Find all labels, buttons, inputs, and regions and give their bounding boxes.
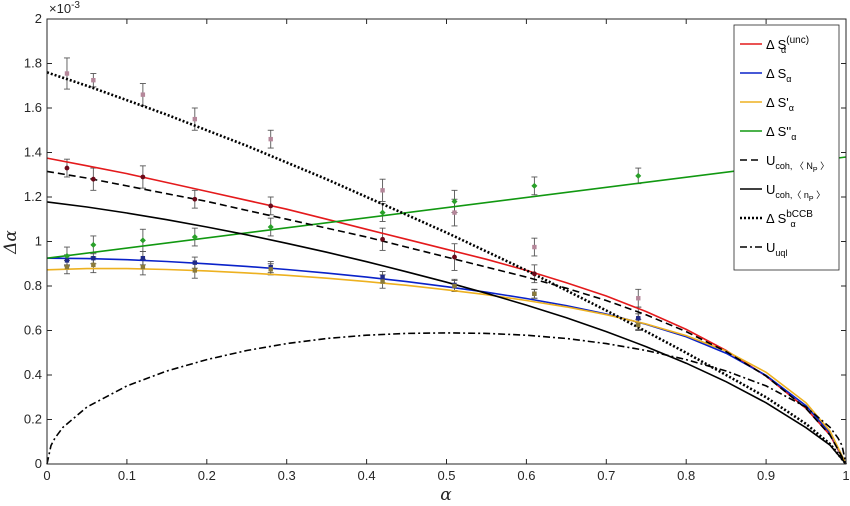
legend-label-3: Δ S''α: [766, 124, 796, 142]
data-point: [140, 255, 146, 261]
y-tick-label: 0.6: [24, 323, 42, 338]
legend-label-1: Δ Sα: [766, 66, 791, 84]
y-tick-label: 0: [35, 456, 42, 471]
data-point: [452, 210, 457, 215]
y-tick-label: 1.6: [24, 100, 42, 115]
data-point: [531, 271, 537, 277]
data-point: [191, 234, 198, 241]
x-tick-label: 0.4: [358, 468, 376, 483]
data-point: [636, 322, 641, 328]
data-point: [90, 241, 97, 248]
y-tick-label: 1.8: [24, 56, 42, 71]
data-point: [379, 209, 386, 216]
data-point: [64, 165, 70, 171]
data-point: [64, 264, 70, 270]
data-point: [268, 203, 274, 209]
data-point: [267, 224, 274, 231]
data-point: [380, 274, 385, 280]
legend-box: [733, 24, 840, 271]
series-line-5: [46, 201, 847, 465]
data-point: [532, 291, 537, 296]
data-point: [140, 174, 146, 180]
data-point: [636, 296, 641, 301]
x-axis-label: α: [440, 485, 452, 505]
x-tick-label: 0.1: [118, 468, 136, 483]
series-line-0: [46, 157, 847, 465]
y-tick-label: 0.2: [24, 412, 42, 427]
data-point: [91, 262, 96, 268]
series-line-7: [46, 332, 847, 465]
plot-frame: [46, 18, 847, 465]
y-tick-label: 0.4: [24, 367, 42, 382]
x-tick-label: 0.2: [198, 468, 216, 483]
data-point: [140, 92, 146, 97]
legend-label-7: Uuql: [766, 240, 787, 258]
x-tick-label: 0.6: [517, 468, 535, 483]
legend-label-5: Ucoh,〈 nP 〉: [766, 182, 825, 203]
data-point: [63, 252, 70, 259]
legend: Δ S(unc) α Δ Sα Δ S'α Δ S''α Ucoh, 〈 NP 〉 Ucoh…: [733, 24, 840, 271]
data-point: [140, 264, 146, 270]
data-point: [139, 237, 146, 244]
data-point: [452, 254, 457, 260]
data-point: [91, 255, 96, 261]
data-point: [90, 176, 96, 182]
data-point: [268, 267, 273, 272]
data-point: [192, 268, 198, 273]
data-point: [268, 264, 273, 270]
data-markers: [63, 71, 642, 328]
y-axis-ticks: 0 0.2 0.4 0.6 0.8 1 1.2 1.4 1.6 1.8 2: [24, 11, 846, 471]
data-point: [532, 244, 537, 250]
data-point: [192, 260, 198, 265]
data-point: [380, 236, 385, 242]
x-axis-ticks: 0 0.1 0.2 0.3 0.4 0.5 0.6 0.7 0.8 0.9 1: [43, 19, 850, 483]
legend-label-0: Δ S(unc) α: [766, 35, 809, 55]
data-point: [451, 198, 458, 205]
data-point: [452, 283, 457, 289]
legend-label-2: Δ S'α: [766, 95, 794, 113]
data-point: [531, 182, 538, 189]
axes: [46, 18, 847, 465]
x-tick-label: 0.8: [677, 468, 695, 483]
data-point: [64, 71, 70, 76]
legend-label-6: Δ SbCCB α: [766, 209, 813, 229]
data-point: [64, 258, 70, 263]
data-point: [192, 196, 198, 202]
y-exponent-label: ×10-3: [49, 0, 80, 16]
series-line-4: [46, 170, 847, 465]
data-point: [91, 77, 96, 83]
series-lines: [46, 71, 848, 465]
x-tick-label: 0: [43, 468, 50, 483]
series-line-6: [46, 71, 848, 465]
y-tick-label: 2: [35, 11, 42, 26]
data-point: [380, 188, 385, 193]
y-tick-label: 0.8: [24, 278, 42, 293]
x-tick-label: 1: [842, 468, 849, 483]
data-point: [635, 172, 642, 179]
y-tick-label: 1.4: [24, 145, 42, 160]
y-axis-label: Δα: [1, 230, 21, 255]
data-point: [192, 116, 198, 122]
x-tick-label: 0.7: [597, 468, 615, 483]
series-line-2: [46, 267, 847, 465]
legend-label-4: Ucoh, 〈 NP 〉: [766, 153, 829, 174]
x-tick-label: 0.9: [757, 468, 775, 483]
data-point: [636, 316, 641, 321]
data-point: [268, 136, 273, 142]
x-tick-label: 0.3: [278, 468, 296, 483]
y-tick-label: 1.2: [24, 189, 42, 204]
data-point: [380, 279, 385, 284]
x-tick-label: 0.5: [437, 468, 455, 483]
y-tick-label: 1: [35, 234, 42, 249]
series-line-3: [46, 156, 847, 259]
